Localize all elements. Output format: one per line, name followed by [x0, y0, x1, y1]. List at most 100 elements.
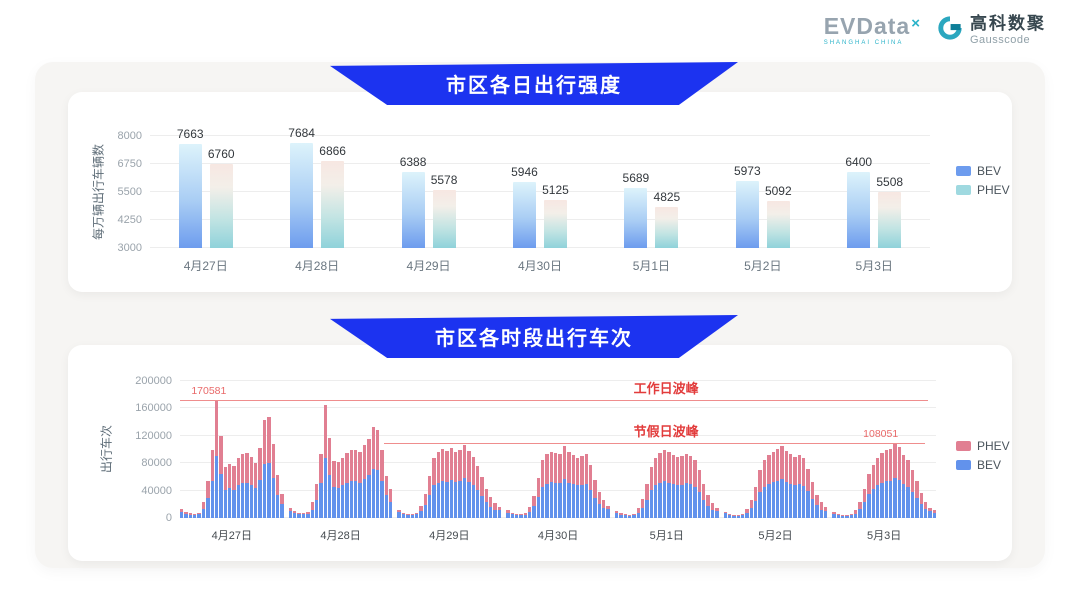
- hourly-trips-card: 出行车次 0 40000 80000 120000 160000 200000 4月27日 4…: [68, 345, 1012, 561]
- legend-item-bev[interactable]: BEV: [956, 164, 1010, 178]
- hourly-segment-bev: [214, 455, 219, 518]
- daily-x-label: 5月1日: [632, 259, 671, 273]
- hourly-bar: [606, 381, 610, 518]
- hourly-bar: [545, 381, 549, 518]
- hourly-bar: [410, 381, 414, 518]
- hourly-segment-bev: [923, 509, 928, 518]
- hourly-segment-bev: [288, 510, 293, 518]
- hourly-bar: [736, 381, 741, 518]
- hourly-segment-bev: [680, 484, 684, 518]
- hourly-bar: [806, 381, 810, 518]
- hourly-segment-phev: [667, 452, 671, 483]
- hourly-bar: [419, 381, 423, 518]
- hourly-bar: [371, 381, 375, 518]
- daily-bar-value: 4825: [653, 190, 681, 205]
- hourly-segment-bev: [710, 509, 715, 518]
- holiday-peak-line: [384, 443, 925, 444]
- hourly-segment-phev: [280, 494, 284, 504]
- daily-chart-ylabel: 每万辆出行车辆数: [91, 143, 106, 241]
- hourly-bar: [858, 381, 862, 518]
- hourly-bar: [662, 381, 667, 518]
- hourly-segment-bev: [423, 505, 427, 518]
- hourly-bar: [214, 381, 219, 518]
- hourly-segment-bev: [493, 509, 497, 518]
- hourly-segment-phev: [645, 483, 649, 500]
- hourly-segment-bev: [293, 513, 297, 518]
- hourly-segment-bev: [306, 513, 310, 518]
- hourly-segment-bev: [358, 482, 362, 518]
- hourly-segment-bev: [327, 474, 332, 518]
- hourly-bar: [754, 381, 758, 518]
- hourly-segment-phev: [532, 496, 536, 507]
- hourly-segment-phev: [932, 510, 936, 513]
- hourly-bar: [910, 381, 915, 518]
- daily-x-label: 4月27日: [183, 259, 228, 273]
- hourly-bar: [593, 381, 597, 518]
- legend-swatch-icon: [956, 166, 971, 176]
- hourly-segment-phev: [915, 481, 919, 498]
- hourly-segment-phev: [880, 452, 884, 483]
- hourly-segment-bev: [549, 482, 554, 518]
- hourly-bar: [332, 381, 336, 518]
- hourly-segment-bev: [632, 514, 636, 518]
- hourly-segment-phev: [336, 461, 341, 488]
- hourly-bar: [506, 381, 510, 518]
- hourly-bar: [358, 381, 362, 518]
- hourly-bar: [588, 381, 593, 518]
- hourly-segment-bev: [197, 514, 201, 518]
- hourly-segment-phev: [375, 430, 380, 471]
- y-tick-label: 8000: [117, 130, 142, 142]
- hourly-segment-bev: [497, 510, 502, 518]
- hourly-segment-phev: [297, 512, 301, 515]
- daily-bar-value: 7663: [176, 126, 204, 141]
- hourly-segment-phev: [306, 511, 310, 514]
- hourly-bar: [571, 381, 575, 518]
- hourly-segment-phev: [862, 489, 867, 503]
- hourly-segment-phev: [523, 513, 527, 515]
- hourly-segment-bev: [484, 502, 488, 518]
- hourly-day-group: 4月27日: [180, 381, 284, 542]
- hourly-segment-bev: [888, 480, 893, 518]
- hourly-segment-phev: [519, 514, 523, 516]
- hourly-segment-bev: [271, 477, 275, 518]
- hourly-segment-bev: [219, 473, 223, 518]
- hourly-segment-phev: [858, 501, 862, 510]
- legend-item-phev[interactable]: PHEV: [956, 439, 1010, 453]
- hourly-segment-bev: [445, 481, 449, 518]
- hourly-segment-bev: [180, 511, 184, 518]
- hourly-bar: [619, 381, 623, 518]
- daily-bar-phev: 5508: [876, 175, 903, 248]
- y-tick-label: 160000: [135, 402, 172, 415]
- hourly-segment-phev: [784, 450, 788, 482]
- legend-item-phev[interactable]: PHEV: [956, 183, 1010, 197]
- gridline: [150, 191, 930, 192]
- legend-item-bev[interactable]: BEV: [956, 458, 1010, 472]
- hourly-segment-bev: [671, 483, 675, 518]
- hourly-bar: [758, 381, 762, 518]
- hourly-segment-phev: [662, 449, 667, 482]
- hourly-segment-bev: [919, 504, 923, 518]
- hourly-segment-bev: [806, 491, 810, 518]
- hourly-segment-phev: [619, 513, 623, 515]
- hourly-bar: [810, 381, 815, 518]
- hourly-segment-phev: [214, 401, 219, 456]
- hourly-segment-bev: [627, 515, 632, 518]
- hourly-segment-phev: [732, 514, 736, 516]
- hourly-segment-bev: [184, 513, 188, 518]
- gausscode-name-cn: 高科数聚: [970, 14, 1046, 34]
- y-tick-label: 3000: [117, 242, 142, 254]
- hourly-bar: [928, 381, 932, 518]
- daily-bar-phev: 4825: [654, 190, 680, 248]
- hourly-bar: [341, 381, 345, 518]
- daily-bar-value: 6760: [207, 146, 235, 161]
- hourly-segment-phev: [571, 455, 575, 484]
- hourly-segment-phev: [758, 470, 762, 493]
- hourly-segment-bev: [758, 492, 762, 518]
- hourly-segment-bev: [584, 483, 588, 518]
- hourly-bar: [436, 381, 441, 518]
- hourly-segment-phev: [432, 457, 436, 486]
- hourly-segment-bev: [480, 495, 484, 518]
- hourly-segment-phev: [788, 454, 793, 484]
- hourly-segment-bev: [558, 483, 562, 518]
- hourly-segment-bev: [467, 481, 471, 518]
